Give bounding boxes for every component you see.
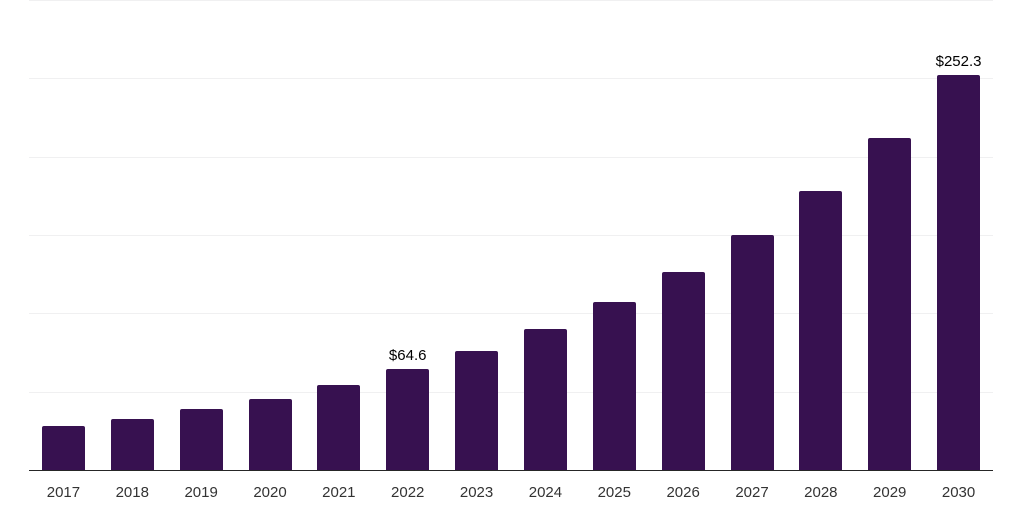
bar [592,302,636,470]
x-tick-label: 2021 [322,484,356,501]
x-tick-label: 2029 [873,484,907,501]
bar [179,409,223,470]
value-label: $64.6 [388,346,427,364]
x-tick-label: 2023 [459,484,494,501]
gridline [29,156,993,158]
bar [799,190,843,470]
bar [248,398,292,470]
x-tick-label: 2026 [666,484,700,501]
gridline [29,78,993,80]
x-tick-label: 2030 [941,484,976,501]
x-tick-label: 2020 [253,484,287,501]
bar [523,329,567,470]
x-tick-label: 2028 [804,484,838,501]
gridline [29,0,993,1]
bar [730,235,774,470]
gridline [29,313,993,315]
value-label: $252.3 [935,52,982,70]
bar [41,426,85,470]
bar [661,271,705,470]
x-tick-label: 2019 [184,484,218,501]
bar [386,368,430,470]
bar [317,384,361,470]
bar [455,350,499,470]
bar [110,418,154,470]
x-tick-label: 2024 [528,484,563,501]
x-tick-label: 2027 [735,484,769,501]
gridline [29,391,993,393]
x-tick-label: 2025 [597,484,631,501]
plot-area: $64.6 $252.3 [29,0,993,471]
x-axis: 2017 2018 2019 2020 2021 2022 2023 2024 2025 2026… [29,471,993,501]
x-tick-label: 2022 [391,484,425,501]
x-tick-label: 2018 [115,484,149,501]
bar [937,74,981,470]
x-tick-label: 2017 [46,484,81,501]
bar [868,138,912,470]
gridline [29,235,993,236]
